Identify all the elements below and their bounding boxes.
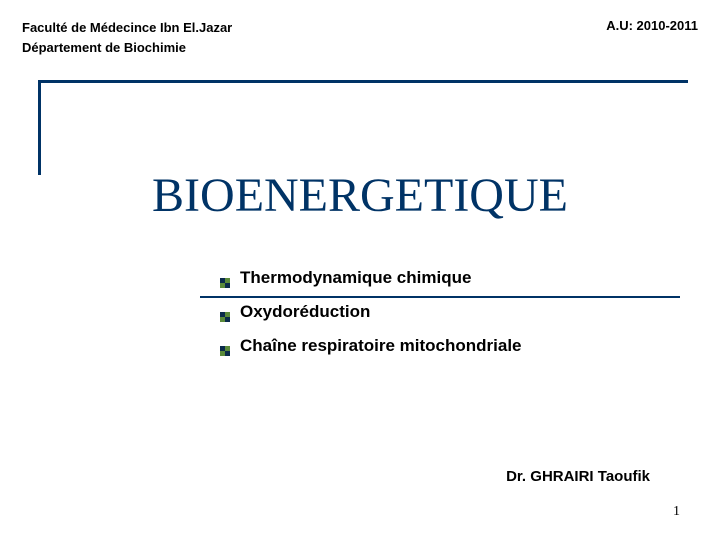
department-name: Département de Biochimie xyxy=(22,38,232,58)
topic-label: Chaîne respiratoire mitochondriale xyxy=(240,336,522,356)
academic-year: A.U: 2010-2011 xyxy=(606,18,698,57)
header-left: Faculté de Médecince Ibn El.Jazar Départ… xyxy=(22,18,232,57)
topics-list: Thermodynamique chimique Oxydoréduction … xyxy=(220,268,522,370)
page-number: 1 xyxy=(673,504,680,520)
faculty-name: Faculté de Médecince Ibn El.Jazar xyxy=(22,18,232,38)
topic-item: Thermodynamique chimique xyxy=(220,268,522,288)
topic-label: Thermodynamique chimique xyxy=(240,268,471,288)
frame-rule-horizontal xyxy=(38,80,688,83)
bullet-icon xyxy=(220,307,230,317)
bullet-icon xyxy=(220,341,230,351)
topic-item: Chaîne respiratoire mitochondriale xyxy=(220,336,522,356)
slide-title: BIOENERGETIQUE xyxy=(0,168,720,223)
bullet-icon xyxy=(220,273,230,283)
topic-item: Oxydoréduction xyxy=(220,302,522,322)
frame-rule-vertical xyxy=(38,80,41,175)
topic-label: Oxydoréduction xyxy=(240,302,370,322)
author-name: Dr. GHRAIRI Taoufik xyxy=(506,468,650,485)
slide-header: Faculté de Médecince Ibn El.Jazar Départ… xyxy=(22,18,698,57)
